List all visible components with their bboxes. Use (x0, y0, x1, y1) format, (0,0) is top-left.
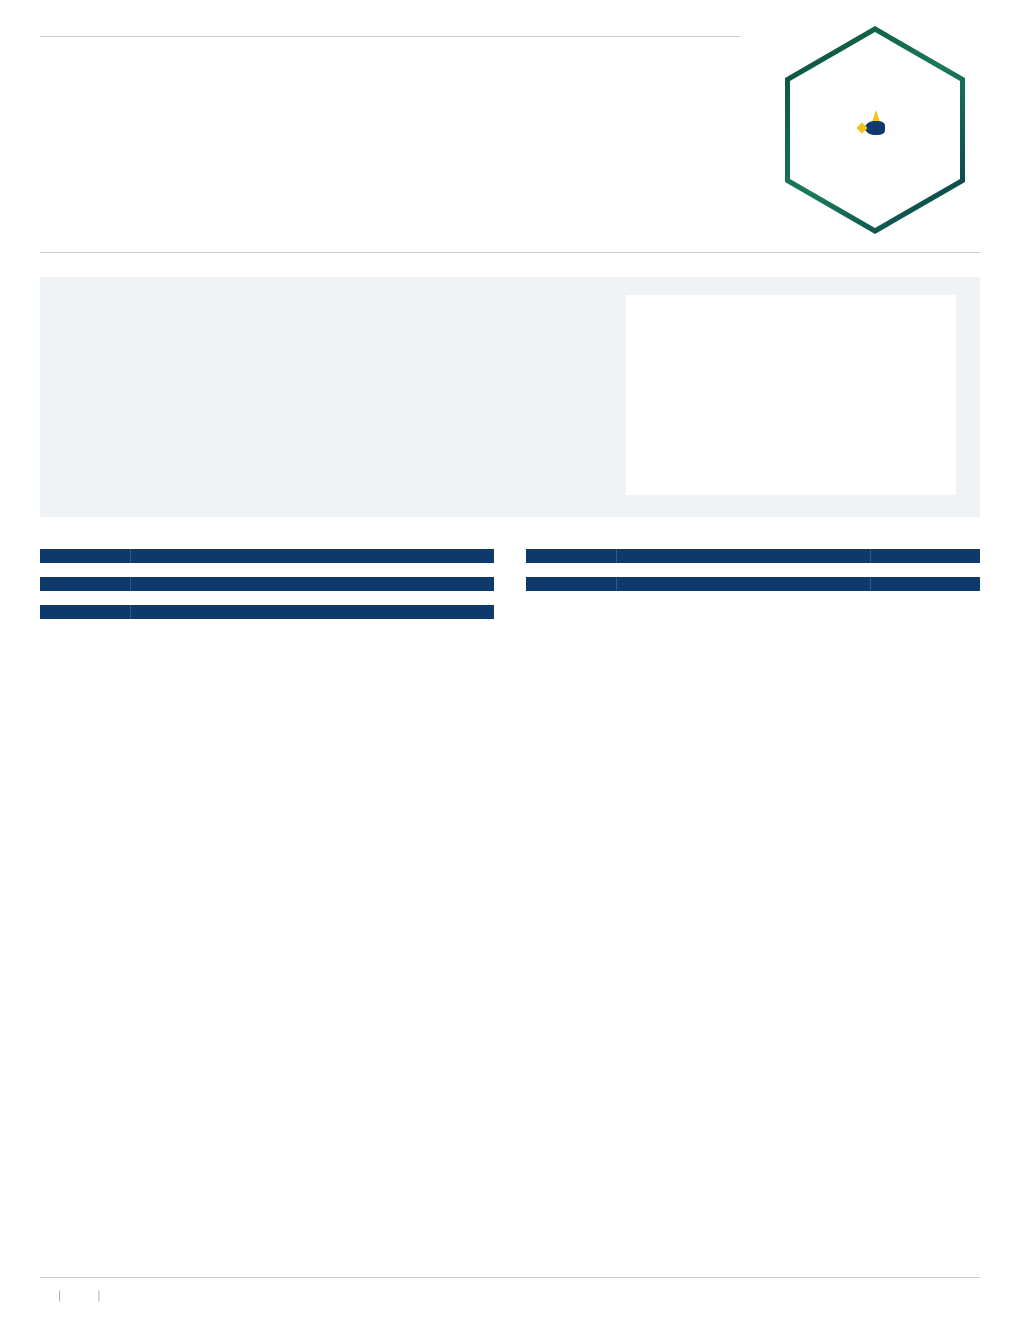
page-title (40, 30, 740, 37)
left-column (40, 543, 494, 619)
header-row (40, 30, 980, 230)
substrates-table (526, 549, 980, 563)
th-name (616, 577, 870, 591)
th-name (130, 605, 494, 619)
assay-kits-table (40, 577, 494, 591)
right-column (526, 543, 980, 619)
th-item (40, 549, 130, 563)
th-item (526, 549, 616, 563)
divider (40, 252, 980, 253)
footer-sep: | (58, 1288, 61, 1302)
th-spec (870, 577, 980, 591)
th-item (40, 577, 130, 591)
chart-container (626, 295, 956, 495)
th-spec (870, 549, 980, 563)
inhibitors-table (526, 577, 980, 591)
highlight-box (40, 277, 980, 517)
fish-icon (860, 118, 890, 138)
active-enzymes-table (40, 605, 494, 619)
footer-sep: | (97, 1288, 100, 1302)
tables-columns (40, 543, 980, 619)
th-name (130, 549, 494, 563)
logo-container (770, 30, 980, 230)
th-item (40, 605, 130, 619)
th-name (130, 577, 494, 591)
header-text (40, 30, 740, 51)
chart-svg (626, 295, 956, 495)
th-name (616, 549, 870, 563)
footer: | | (40, 1277, 980, 1302)
th-item (526, 577, 616, 591)
antibodies-table (40, 549, 494, 563)
